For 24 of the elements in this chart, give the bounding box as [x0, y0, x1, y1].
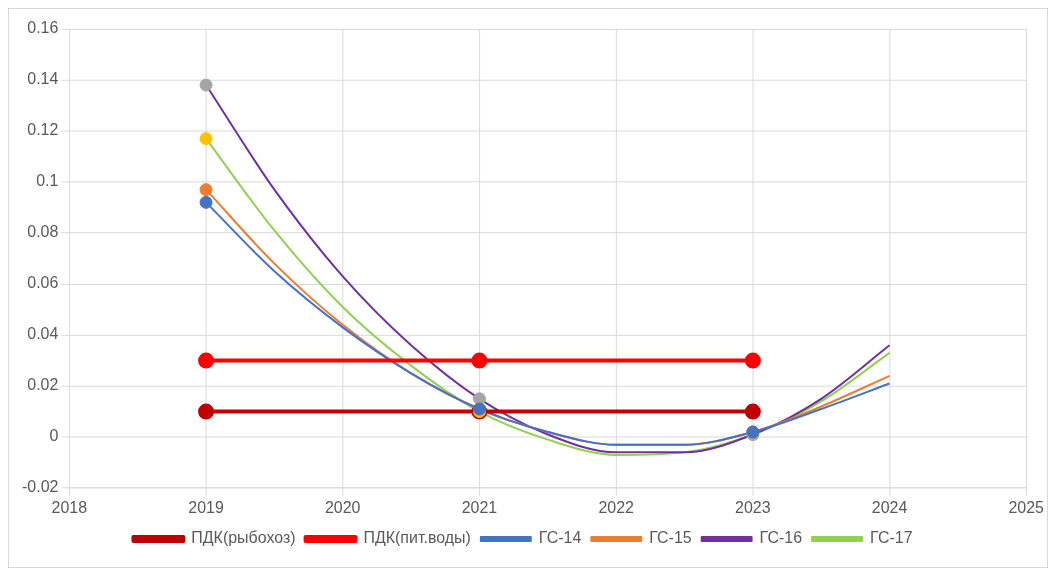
y-tick-label: 0.04	[27, 325, 59, 343]
legend-label: ГС-14	[538, 529, 582, 547]
legend-label: ПДК(пит.воды)	[363, 529, 471, 547]
x-tick-label: 2022	[598, 499, 635, 516]
y-tick-label: -0.02	[22, 478, 59, 496]
legend-label: ГС-15	[649, 529, 692, 547]
y-tick-label: 0.06	[27, 274, 59, 292]
x-tick-label: 2018	[51, 499, 88, 516]
x-tick-label: 2023	[735, 499, 771, 516]
y-tick-label: 0.02	[27, 376, 59, 394]
y-tick-label: 0.08	[27, 223, 59, 241]
x-tick-label: 2019	[188, 499, 224, 516]
x-tick-label: 2024	[871, 499, 908, 516]
y-tick-label: 0	[49, 427, 59, 445]
x-tick-label: 2025	[1008, 499, 1045, 516]
y-tick-label: 0.12	[27, 121, 59, 139]
y-tick-label: 0.16	[27, 19, 59, 37]
legend-label: ПДК(рыбохоз)	[191, 529, 296, 547]
y-tick-label: 0.14	[27, 70, 59, 88]
x-tick-label: 2021	[461, 499, 498, 516]
legend-label: ГС-16	[759, 529, 803, 547]
y-tick-label: 0.1	[36, 172, 59, 190]
x-tick-label: 2020	[325, 499, 361, 516]
legend-label: ГС-17	[870, 529, 913, 547]
